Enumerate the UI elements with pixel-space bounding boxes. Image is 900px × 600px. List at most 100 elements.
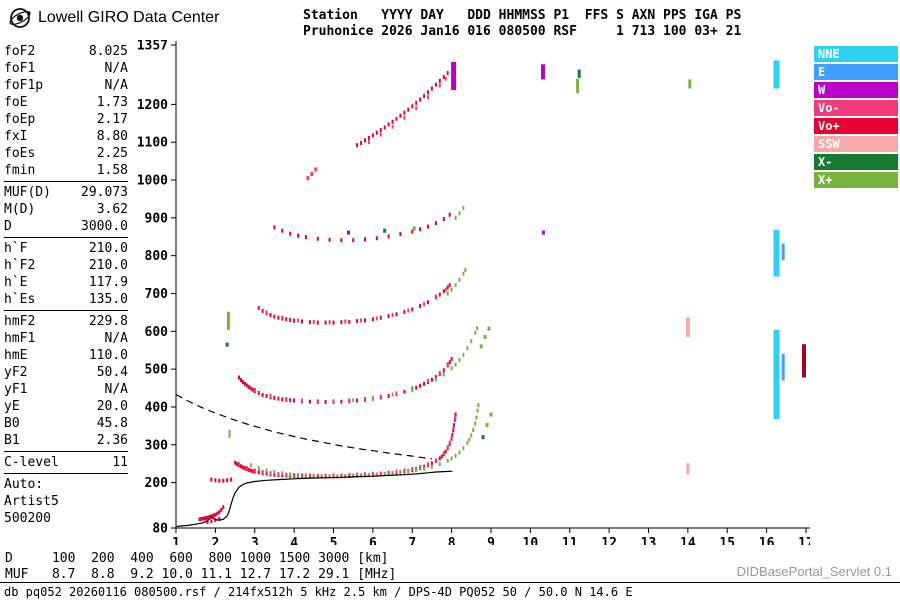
divider: [4, 473, 128, 474]
echo-mark: [407, 308, 410, 313]
echo-mark: [308, 473, 311, 478]
echo-mark: [379, 315, 382, 320]
echo-mark: [340, 399, 343, 404]
echo-mark: [462, 352, 465, 357]
echo-mark: [308, 399, 311, 404]
echo-mark: [379, 132, 382, 137]
echo-mark: [352, 398, 355, 403]
echo-mark: [419, 227, 422, 232]
echo-mark: [440, 454, 443, 459]
echo-mark: [301, 398, 303, 403]
echo-mark: [371, 471, 374, 476]
echo-mark: [277, 315, 280, 320]
vertical-bar: [685, 317, 690, 337]
echo-mark: [415, 100, 418, 105]
param-row-yf2: yF2 50.4: [4, 364, 128, 381]
echo-mark: [487, 326, 491, 331]
echo-mark: [442, 368, 445, 373]
echo-mark: [411, 307, 414, 312]
echo-mark: [446, 291, 449, 296]
echo-mark: [273, 470, 276, 474]
echo-mark: [306, 176, 310, 181]
echo-mark: [249, 468, 252, 473]
echo-mark: [265, 310, 268, 315]
echo-mark: [399, 113, 402, 118]
echo-mark: [438, 370, 441, 375]
echo-mark: [427, 90, 429, 95]
echo-mark: [395, 312, 398, 317]
echo-mark: [222, 505, 225, 510]
param-name: MUF(D): [4, 185, 51, 200]
vertical-bar: [781, 243, 785, 261]
legend-item-nne: NNE: [814, 46, 898, 62]
echo-mark: [241, 380, 244, 384]
param-row-hf: h`F 210.0: [4, 240, 128, 257]
echo-mark: [208, 515, 211, 519]
echo-mark: [340, 473, 343, 478]
param-row-fmin: fmin 1.58: [4, 162, 128, 179]
echo-mark: [364, 138, 366, 143]
echo-mark: [238, 375, 240, 380]
echo-mark: [281, 473, 284, 478]
echo-mark: [391, 119, 394, 124]
series-f2hop-x: [352, 326, 479, 403]
echo-mark: [479, 344, 483, 349]
echo-mark: [403, 389, 406, 394]
param-row-hmf1: hmF1 N/A: [4, 330, 128, 347]
param-value: 8.80: [96, 129, 128, 144]
param-value: N/A: [104, 78, 128, 93]
echo-mark: [430, 377, 433, 382]
echo-mark: [277, 396, 280, 401]
echo-mark: [297, 473, 300, 477]
param-row-artist5: Artist5: [4, 493, 128, 510]
vertical-bar: [451, 62, 457, 90]
echo-mark: [423, 381, 426, 386]
param-row-foes: foEs 2.25: [4, 145, 128, 162]
vertical-bar: [781, 354, 785, 381]
echo-mark: [257, 470, 260, 475]
echo-mark: [273, 314, 276, 319]
echo-mark: [301, 473, 303, 478]
echo-mark: [434, 377, 437, 382]
status-bar: db pq052 20260116 080500.rsf / 214fx512h…: [0, 582, 900, 600]
echo-mark: [407, 107, 410, 112]
echo-mark: [452, 426, 455, 431]
echo-mark: [427, 378, 429, 383]
param-name: hmF2: [4, 314, 36, 329]
echo-mark: [214, 478, 217, 483]
param-row-b1: B1 2.36: [4, 432, 128, 449]
echo-mark: [427, 300, 429, 305]
series-f3hop-x: [446, 268, 467, 296]
parameter-panel: foF2 8.025 foF1 N/A foF1p N/A foE 1.73 foEp 2.17 f…: [4, 43, 128, 527]
echo-mark: [243, 381, 246, 386]
echo-mark: [281, 397, 284, 402]
param-name: foF2: [4, 44, 36, 59]
echo-mark: [474, 421, 477, 426]
echo-mark: [375, 472, 378, 477]
echo-mark: [310, 172, 314, 176]
echo-mark: [444, 287, 447, 292]
echo-mark: [352, 238, 355, 243]
param-name: foEs: [4, 146, 36, 161]
echo-mark: [411, 104, 414, 109]
echo-mark: [375, 236, 378, 241]
echo-mark: [206, 515, 209, 520]
echo-mark: [444, 449, 447, 454]
echo-mark: [281, 471, 284, 476]
echo-mark: [434, 82, 437, 87]
echo-mark: [415, 385, 418, 390]
echo-mark: [387, 314, 390, 319]
echo-mark: [218, 478, 221, 483]
echo-mark: [277, 471, 280, 476]
legend-item-x-: X-: [814, 154, 898, 170]
echo-mark: [446, 71, 449, 75]
echo-mark: [364, 318, 366, 323]
param-name: foE: [4, 95, 28, 110]
echo-mark: [442, 289, 445, 294]
echo-mark: [541, 230, 545, 235]
echo-mark: [387, 470, 390, 475]
param-value: 1.58: [96, 163, 128, 178]
param-value: 20.0: [96, 399, 128, 414]
x-tick-label: 8: [448, 536, 456, 545]
echo-mark: [434, 221, 437, 226]
